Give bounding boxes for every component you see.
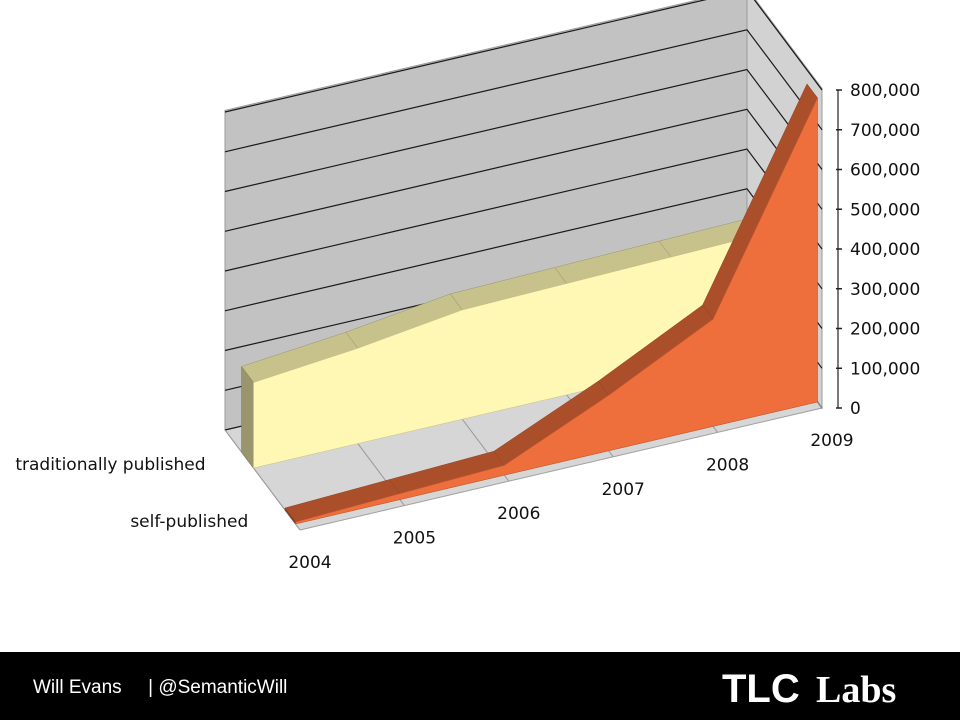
y-tick-label: 500,000	[850, 200, 920, 220]
svg-text:TLC: TLC	[722, 667, 800, 711]
y-tick-label: 100,000	[850, 359, 920, 379]
separator: |	[148, 677, 154, 698]
footer-bar	[0, 652, 960, 720]
y-tick-label: 800,000	[850, 81, 920, 101]
series-traditionally-published	[241, 214, 776, 469]
y-tick-label: 600,000	[850, 161, 920, 181]
footer-credit: Will Evans | @SemanticWill	[33, 677, 287, 699]
x-axis: 2004 2005 2006 2007 2008 2009	[288, 431, 853, 573]
x-tick-label: 2005	[393, 529, 436, 549]
tlc-labs-logo: TLC Labs	[722, 667, 896, 711]
x-tick-label: 2007	[602, 480, 645, 500]
area-front-face	[253, 230, 776, 469]
twitter-handle: @SemanticWill	[158, 677, 288, 698]
series-label: self-published	[130, 512, 248, 532]
depth-axis: traditionally published self-published	[15, 455, 248, 532]
y-tick-label: 0	[850, 399, 861, 419]
gridline	[224, 29, 823, 153]
y-tick-label: 300,000	[850, 280, 920, 300]
area-chart-3d: 0 100,000 200,000 300,000 400,000 500,000 600,…	[15, 0, 920, 573]
svg-text:Labs: Labs	[816, 669, 896, 711]
y-axis: 0 100,000 200,000 300,000 400,000 500,000 600,…	[836, 81, 920, 419]
x-tick-label: 2004	[288, 553, 331, 573]
area-front-face	[295, 97, 818, 525]
x-tick-label: 2009	[810, 431, 853, 451]
author-name: Will Evans	[33, 677, 122, 698]
series-self-published	[284, 83, 818, 525]
x-tick-label: 2006	[497, 504, 540, 524]
y-tick-label: 200,000	[850, 320, 920, 340]
area-end-cap	[241, 365, 254, 469]
series-label: traditionally published	[15, 455, 205, 475]
y-tick-label: 400,000	[850, 240, 920, 260]
y-tick-label: 700,000	[850, 121, 920, 141]
x-tick-label: 2008	[706, 455, 749, 475]
gridline	[224, 0, 823, 113]
series-layer	[241, 83, 818, 525]
